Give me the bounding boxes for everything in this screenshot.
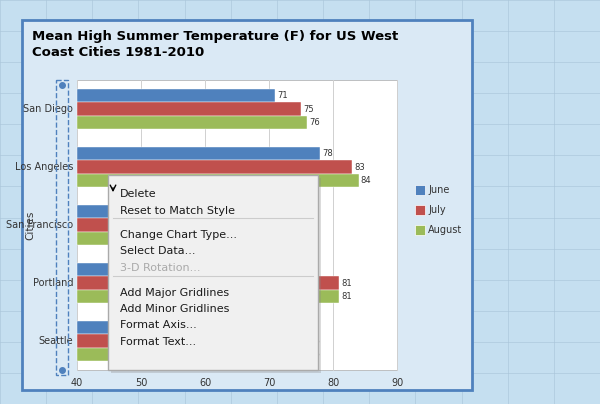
Bar — [77, 103, 301, 116]
Text: June: June — [428, 185, 449, 195]
Text: 76: 76 — [310, 337, 320, 345]
Text: 75: 75 — [303, 105, 314, 114]
Text: San Francisco: San Francisco — [6, 220, 73, 230]
Text: Reset to Match Style: Reset to Match Style — [120, 206, 235, 215]
Bar — [22, 20, 472, 390]
Bar — [77, 89, 275, 102]
Text: August: August — [428, 225, 462, 235]
Text: 67: 67 — [252, 221, 263, 229]
Bar — [77, 147, 320, 160]
Text: July: July — [428, 205, 446, 215]
Text: 71: 71 — [277, 323, 288, 332]
Text: 73: 73 — [290, 265, 301, 274]
Text: Add Minor Gridlines: Add Minor Gridlines — [120, 304, 229, 314]
Bar — [77, 263, 288, 276]
Text: 70: 70 — [263, 378, 275, 388]
Bar — [77, 205, 244, 218]
Text: 81: 81 — [341, 278, 352, 288]
Text: Change Chart Type...: Change Chart Type... — [120, 230, 237, 240]
Text: 71: 71 — [277, 91, 288, 100]
Text: 40: 40 — [71, 378, 83, 388]
Text: 90: 90 — [391, 378, 403, 388]
Text: Format Axis...: Format Axis... — [120, 320, 197, 330]
Text: 81: 81 — [341, 292, 352, 301]
Text: 3-D Rotation...: 3-D Rotation... — [120, 263, 200, 273]
Text: Select Data...: Select Data... — [120, 246, 196, 257]
Bar — [77, 116, 307, 129]
Bar — [77, 335, 307, 347]
Bar — [77, 219, 250, 231]
Bar — [77, 232, 256, 245]
Text: Format Text...: Format Text... — [120, 337, 196, 347]
Text: 84: 84 — [361, 176, 371, 185]
Text: 68: 68 — [258, 234, 269, 243]
Bar — [111, 178, 321, 373]
Text: San Diego: San Diego — [23, 104, 73, 114]
Bar — [77, 80, 397, 370]
Text: 76: 76 — [310, 350, 320, 359]
Bar — [108, 175, 318, 370]
Text: 76: 76 — [310, 118, 320, 127]
Text: 66: 66 — [245, 207, 256, 216]
Bar — [415, 185, 425, 195]
Text: 50: 50 — [135, 378, 147, 388]
Text: 60: 60 — [199, 378, 211, 388]
Bar — [77, 321, 275, 334]
Bar — [77, 174, 359, 187]
Bar — [77, 290, 340, 303]
Bar — [77, 160, 352, 174]
Text: Portland: Portland — [32, 278, 73, 288]
Text: 83: 83 — [354, 162, 365, 172]
Text: 78: 78 — [322, 149, 333, 158]
Text: Mean High Summer Temperature (F) for US West: Mean High Summer Temperature (F) for US … — [32, 30, 398, 43]
Text: Los Angeles: Los Angeles — [14, 162, 73, 172]
Bar — [56, 80, 68, 375]
Bar — [77, 348, 307, 361]
Bar — [77, 276, 340, 290]
Text: Coast Cities 1981-2010: Coast Cities 1981-2010 — [32, 46, 204, 59]
Bar — [415, 205, 425, 215]
Text: Seattle: Seattle — [38, 336, 73, 346]
Text: Delete: Delete — [120, 189, 157, 199]
Text: Add Major Gridlines: Add Major Gridlines — [120, 288, 229, 297]
Text: 80: 80 — [327, 378, 339, 388]
Text: Cities: Cities — [25, 210, 35, 240]
Bar — [415, 225, 425, 235]
